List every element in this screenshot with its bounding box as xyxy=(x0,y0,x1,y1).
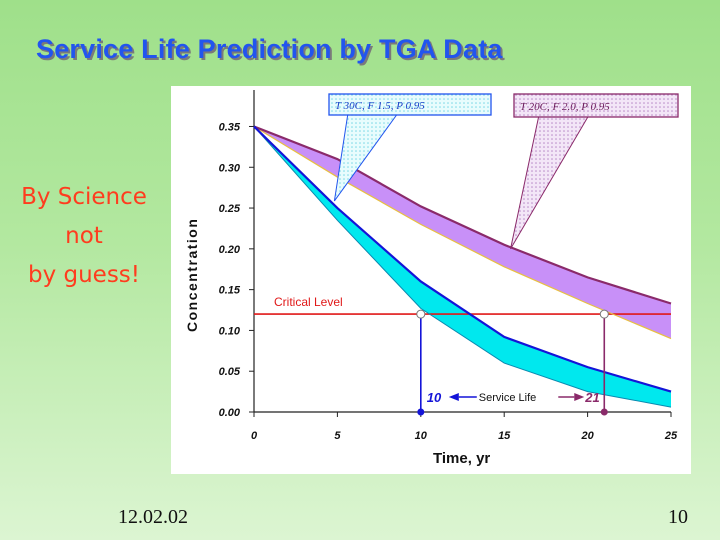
x-tick-label: 20 xyxy=(580,430,594,442)
tagline-line-3: by guess! xyxy=(27,262,141,288)
x-tick-label: 5 xyxy=(334,430,341,442)
y-tick-label: 0.25 xyxy=(219,203,241,215)
page-number: 10 xyxy=(668,506,688,528)
chart: 0.00 0.05 0.10 0.15 0.20 0.25 0.30 0.35 0 5 10 15 20… xyxy=(171,86,691,474)
critical-intersect-30c xyxy=(416,309,426,319)
critical-intersect-20c xyxy=(599,309,609,319)
service-life-value-20c: 21 xyxy=(584,390,599,405)
series-line-30c-lower xyxy=(253,126,672,408)
slide-title: Service Life Prediction by TGA Data xyxy=(36,34,503,64)
service-life-dot-30c xyxy=(417,408,425,416)
arrow-right-icon xyxy=(574,393,585,401)
y-tick-label: 0.15 xyxy=(219,285,241,297)
y-tick-label: 0.35 xyxy=(219,121,241,133)
tagline-line-1: By Science xyxy=(21,184,147,210)
critical-level-label: Critical Level xyxy=(274,295,343,309)
footer-date: 12.02.02 xyxy=(118,506,188,528)
band-20c xyxy=(254,126,671,339)
series-line-20c-lower xyxy=(253,125,672,340)
arrow-left-icon xyxy=(448,393,459,401)
x-tick-label: 25 xyxy=(664,430,678,442)
x-tick-label: 10 xyxy=(415,430,428,442)
series-line-30c-upper xyxy=(253,125,672,393)
x-tick-label: 15 xyxy=(498,430,511,442)
y-tick-label: 0.30 xyxy=(219,162,241,174)
callout-box-20c xyxy=(513,93,679,118)
series-line-20c-upper xyxy=(253,125,672,305)
callout-text-20c: T 20C, F 2.0, P 0.95 xyxy=(520,101,610,113)
y-tick-label: 0.00 xyxy=(219,407,241,419)
x-axis-label: Time, yr xyxy=(433,450,490,467)
y-tick-label: 0.20 xyxy=(219,244,241,256)
service-life-dot-20c xyxy=(600,408,608,416)
y-axis-label: Concentration xyxy=(184,218,200,332)
tagline-line-2: not xyxy=(65,223,103,249)
service-life-value-30c: 10 xyxy=(427,390,442,405)
callout-box-30c xyxy=(328,93,492,116)
y-tick-label: 0.05 xyxy=(219,366,241,378)
callout-text-30c: T 30C, F 1.5, P 0.95 xyxy=(335,100,425,112)
x-tick-label: 0 xyxy=(251,430,258,442)
tagline: By Science not by guess! xyxy=(4,178,164,295)
y-tick-label: 0.10 xyxy=(219,325,241,337)
chart-background xyxy=(171,86,691,474)
service-life-label: Service Life xyxy=(479,392,536,404)
